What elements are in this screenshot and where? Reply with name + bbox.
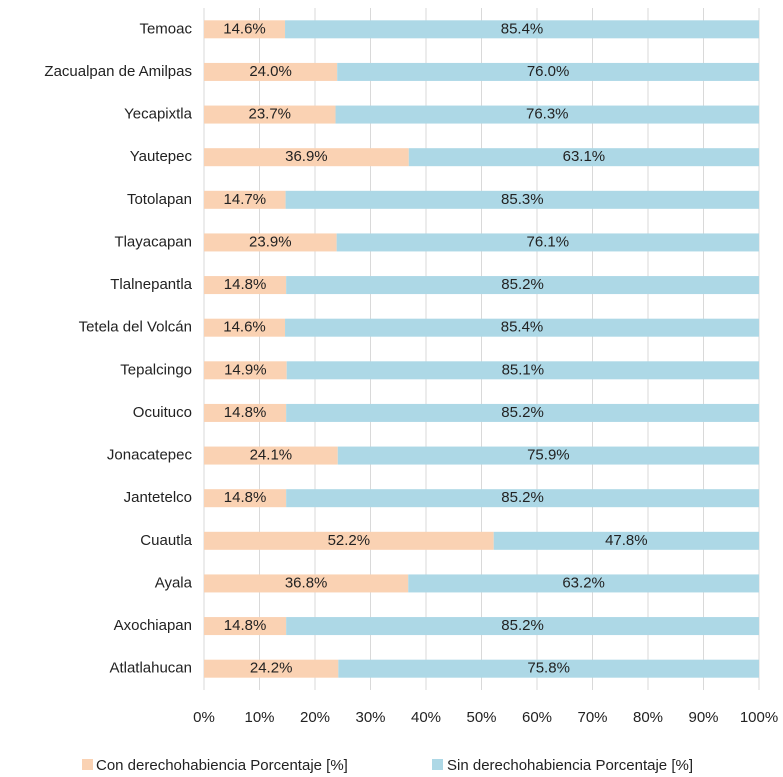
y-tick-label: Yautepec: [130, 148, 193, 165]
data-label: 24.2%: [250, 660, 293, 677]
bar-segment: [204, 617, 287, 636]
data-label: 85.3%: [501, 191, 544, 208]
y-tick-label: Jonacatepec: [107, 447, 193, 464]
bar-segment: [493, 531, 759, 550]
data-label: 85.2%: [501, 489, 544, 506]
bar-segment: [204, 489, 287, 508]
data-label: 14.8%: [224, 617, 267, 634]
y-tick-label: Cuautla: [140, 532, 192, 549]
bar-segment: [285, 20, 759, 39]
y-tick-label: Tepalcingo: [120, 361, 192, 378]
data-label: 23.7%: [248, 106, 291, 123]
x-tick-label: 20%: [300, 709, 330, 726]
data-label: 23.9%: [249, 233, 292, 250]
data-label: 36.9%: [285, 148, 328, 165]
bar-segment: [286, 361, 759, 380]
data-label: 14.8%: [224, 276, 267, 293]
data-label: 85.2%: [501, 404, 544, 421]
y-tick-label: Totolapan: [127, 191, 192, 208]
y-tick-label: Tlayacapan: [114, 233, 192, 250]
data-label: 14.9%: [224, 361, 267, 378]
y-tick-label: Ocuituco: [133, 404, 192, 421]
bar-segment: [337, 62, 759, 81]
y-tick-label: Temoac: [139, 20, 192, 37]
data-label: 14.6%: [223, 20, 266, 37]
bar-segment: [204, 446, 338, 465]
y-tick-label: Tlalnepantla: [110, 276, 192, 293]
x-tick-label: 60%: [522, 709, 552, 726]
y-tick-label: Axochiapan: [114, 617, 192, 634]
data-label: 85.2%: [501, 617, 544, 634]
bar-segment: [204, 105, 336, 124]
bar-segment: [286, 617, 759, 636]
data-label: 85.4%: [501, 20, 544, 37]
legend-swatch: [432, 759, 443, 770]
bar-segment: [408, 148, 759, 167]
data-label: 14.8%: [224, 489, 267, 506]
x-tick-label: 50%: [466, 709, 496, 726]
bar-segment: [286, 489, 759, 508]
y-tick-label: Atlatlahucan: [109, 660, 192, 677]
x-tick-label: 100%: [740, 709, 778, 726]
bars: 14.6% 85.4% 24.0% 76.0% 23.7% 76.3% 36.9% 63.1%…: [204, 20, 759, 678]
y-tick-label: Ayala: [155, 574, 193, 591]
x-tick-label: 10%: [244, 709, 274, 726]
bar-segment: [408, 574, 759, 593]
data-label: 24.1%: [250, 447, 293, 464]
bar-segment: [204, 190, 286, 209]
bar-segment: [204, 361, 287, 380]
x-tick-label: 70%: [577, 709, 607, 726]
bar-segment: [286, 276, 759, 295]
legend-label: Con derechohabiencia Porcentaje [%]: [96, 757, 348, 774]
x-tick-label: 40%: [411, 709, 441, 726]
data-label: 76.0%: [527, 63, 570, 80]
bar-segment: [337, 446, 759, 465]
bar-segment: [204, 574, 409, 593]
data-label: 75.8%: [527, 660, 570, 677]
bar-segment: [204, 403, 287, 422]
data-label: 76.1%: [527, 233, 570, 250]
x-tick-label: 80%: [633, 709, 663, 726]
data-label: 63.2%: [562, 574, 605, 591]
bar-segment: [204, 148, 409, 167]
data-label: 85.4%: [501, 319, 544, 336]
data-label: 14.8%: [224, 404, 267, 421]
bar-segment: [336, 233, 759, 252]
bar-segment: [204, 233, 337, 252]
y-tick-label: Yecapixtla: [124, 106, 192, 123]
bar-segment: [204, 659, 339, 678]
data-label: 85.1%: [502, 361, 545, 378]
bar-segment: [204, 276, 287, 295]
y-tick-label: Jantetelco: [124, 489, 192, 506]
data-label: 63.1%: [563, 148, 606, 165]
data-label: 76.3%: [526, 106, 569, 123]
bar-segment: [204, 531, 494, 550]
data-label: 36.8%: [285, 574, 328, 591]
bar-segment: [285, 318, 759, 337]
data-label: 14.7%: [224, 191, 267, 208]
data-label: 47.8%: [605, 532, 648, 549]
bar-segment: [204, 318, 286, 337]
x-tick-label: 90%: [688, 709, 718, 726]
bar-segment: [204, 62, 338, 81]
bar-segment: [204, 20, 286, 39]
y-tick-label: Zacualpan de Amilpas: [44, 63, 192, 80]
y-tick-label: Tetela del Volcán: [79, 319, 192, 336]
legend-swatch: [82, 759, 93, 770]
bar-segment: [285, 190, 759, 209]
x-tick-label: 30%: [355, 709, 385, 726]
bar-segment: [286, 403, 759, 422]
bar-segment: [338, 659, 759, 678]
data-label: 75.9%: [527, 447, 570, 464]
data-label: 85.2%: [501, 276, 544, 293]
data-label: 24.0%: [249, 63, 292, 80]
legend-label: Sin derechohabiencia Porcentaje [%]: [447, 757, 693, 774]
data-label: 14.6%: [223, 319, 266, 336]
x-tick-label: 0%: [193, 709, 215, 726]
bar-segment: [335, 105, 759, 124]
data-label: 52.2%: [328, 532, 371, 549]
